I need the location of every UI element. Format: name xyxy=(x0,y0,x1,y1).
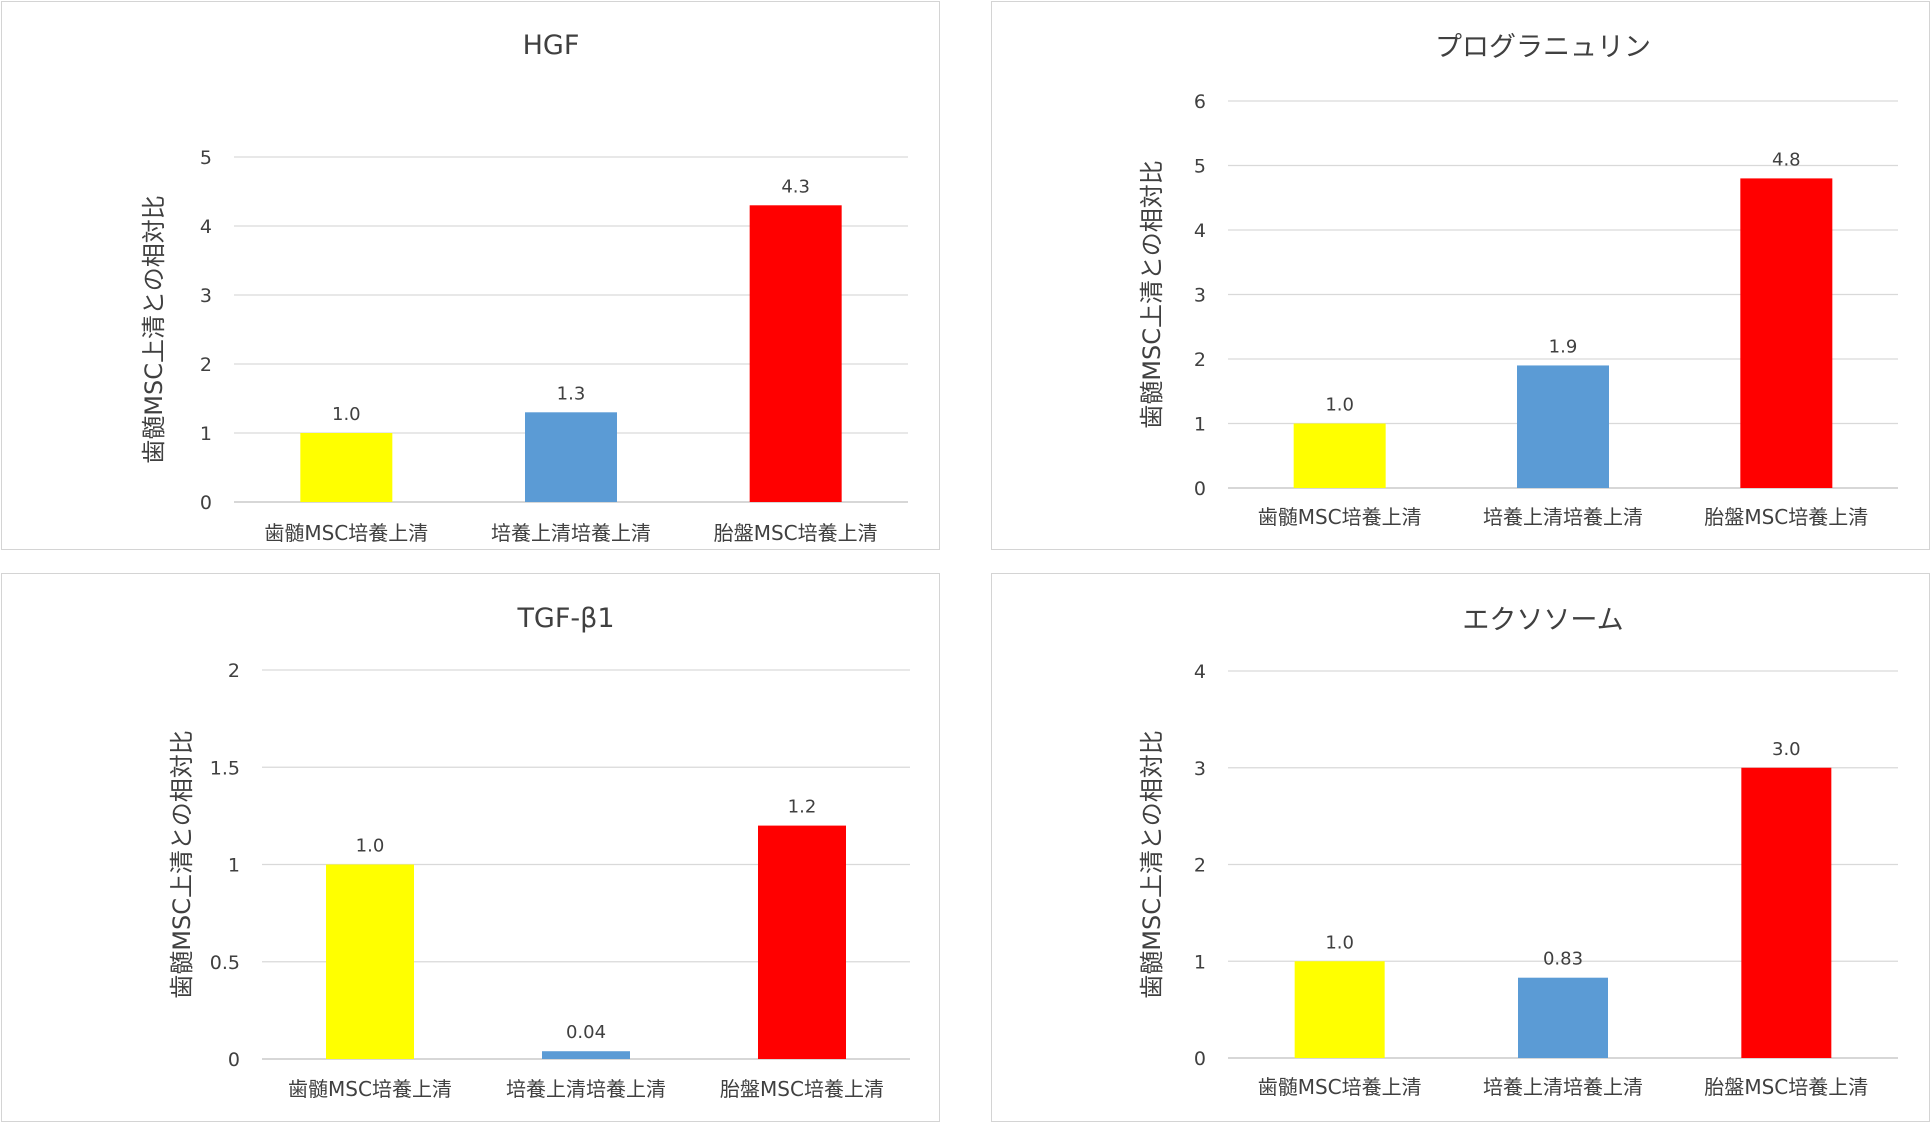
chart-panel-progranulin: プログラニュリン 0 1 2 3 4 5 6 歯髄MSC上清との相対比 1.0 歯髄MSC培養上清 1… xyxy=(991,1,1930,550)
y-tick-label: 0 xyxy=(1194,478,1206,500)
y-tick-label: 2 xyxy=(1194,349,1206,371)
y-tick-label: 2 xyxy=(1194,855,1206,877)
data-label: 1.0 xyxy=(356,836,385,857)
y-tick-label: 0.5 xyxy=(210,952,240,974)
data-label: 0.04 xyxy=(566,1022,606,1043)
category-label: 培養上清培養上清 xyxy=(491,521,651,545)
data-label: 1.0 xyxy=(1325,395,1354,416)
y-axis-label: 歯髄MSC上清との相対比 xyxy=(1138,730,1166,998)
y-axis-label: 歯髄MSC上清との相対比 xyxy=(140,195,168,463)
y-tick-label: 1.5 xyxy=(210,757,240,779)
chart-panel-tgf-beta1: TGF-β1 0 0.5 1 1.5 2 歯髄MSC上清との相対比 1.0 歯髄MSC培養上清 0… xyxy=(1,573,940,1122)
category-label: 培養上清培養上清 xyxy=(506,1077,666,1101)
data-label: 4.3 xyxy=(781,176,810,197)
y-tick-label: 0 xyxy=(200,492,212,514)
y-tick-label: 1 xyxy=(1194,951,1206,973)
y-axis-label: 歯髄MSC上清との相対比 xyxy=(1138,160,1166,428)
y-tick-label: 6 xyxy=(1194,91,1206,113)
data-label: 3.0 xyxy=(1772,739,1801,760)
chart-title: エクソソーム xyxy=(1462,605,1623,636)
chart-panel-exosome: エクソソーム 0 1 2 3 4 歯髄MSC上清との相対比 1.0 歯髄MSC培養上清 0.83 培… xyxy=(991,573,1930,1122)
category-label: 培養上清培養上清 xyxy=(1483,1075,1643,1099)
y-tick-label: 5 xyxy=(1194,156,1206,178)
bar xyxy=(300,433,393,502)
data-label: 1.0 xyxy=(332,404,361,425)
bar xyxy=(1740,178,1833,488)
y-tick-label: 4 xyxy=(200,216,212,238)
chart-title: HGF xyxy=(523,30,580,61)
y-tick-label: 3 xyxy=(1194,758,1206,780)
data-label: 1.3 xyxy=(557,383,586,404)
bar xyxy=(1293,423,1386,488)
y-tick-label: 4 xyxy=(1194,661,1206,683)
category-label: 歯髄MSC培養上清 xyxy=(1258,505,1422,529)
y-tick-label: 3 xyxy=(1194,285,1206,307)
chart-title: プログラニュリン xyxy=(1435,32,1651,63)
y-tick-label: 0 xyxy=(228,1049,240,1071)
bar xyxy=(1294,961,1385,1058)
chart-title: TGF-β1 xyxy=(516,603,614,634)
bar xyxy=(1518,977,1608,1058)
bar xyxy=(749,205,842,503)
category-label: 胎盤MSC培養上清 xyxy=(714,521,878,545)
y-tick-label: 1 xyxy=(200,423,212,445)
bar-chart: エクソソーム 0 1 2 3 4 歯髄MSC上清との相対比 1.0 歯髄MSC培養上清 0.83 培… xyxy=(1138,605,1898,1099)
chart-panel-hgf: HGF 0 1 2 3 4 5 歯髄MSC上清との相対比 1.0 歯髄MSC培養上清 1.3 培養上清… xyxy=(1,1,940,550)
y-tick-label: 3 xyxy=(200,285,212,307)
category-label: 歯髄MSC培養上清 xyxy=(288,1077,452,1101)
data-label: 4.8 xyxy=(1772,149,1801,170)
bar xyxy=(326,864,414,1059)
y-tick-label: 4 xyxy=(1194,220,1206,242)
y-tick-label: 1 xyxy=(228,855,240,877)
bar-chart: TGF-β1 0 0.5 1 1.5 2 歯髄MSC上清との相対比 1.0 歯髄MSC培養上清 0… xyxy=(168,603,910,1101)
data-label: 1.2 xyxy=(788,797,817,818)
data-label: 1.9 xyxy=(1549,336,1578,357)
bar-chart: プログラニュリン 0 1 2 3 4 5 6 歯髄MSC上清との相対比 1.0 歯髄MSC培養上清 1… xyxy=(1138,32,1898,529)
data-label: 0.83 xyxy=(1543,949,1583,970)
category-label: 培養上清培養上清 xyxy=(1483,505,1643,529)
y-tick-label: 1 xyxy=(1194,414,1206,436)
y-tick-label: 5 xyxy=(200,147,212,169)
bar xyxy=(525,412,617,502)
category-label: 歯髄MSC培養上清 xyxy=(1258,1075,1422,1099)
bar-chart: HGF 0 1 2 3 4 5 歯髄MSC上清との相対比 1.0 歯髄MSC培養上清 1.3 培養上清… xyxy=(140,30,908,545)
bar xyxy=(1517,365,1609,488)
bar xyxy=(1741,767,1832,1058)
category-label: 胎盤MSC培養上清 xyxy=(720,1077,884,1101)
category-label: 胎盤MSC培養上清 xyxy=(1704,1075,1868,1099)
bar xyxy=(542,1051,630,1059)
category-label: 歯髄MSC培養上清 xyxy=(264,521,428,545)
y-tick-label: 0 xyxy=(1194,1048,1206,1070)
category-label: 胎盤MSC培養上清 xyxy=(1704,505,1868,529)
data-label: 1.0 xyxy=(1325,932,1354,953)
y-tick-label: 2 xyxy=(228,660,240,682)
y-axis-label: 歯髄MSC上清との相対比 xyxy=(168,730,196,998)
y-tick-label: 2 xyxy=(200,354,212,376)
bar xyxy=(758,825,846,1059)
